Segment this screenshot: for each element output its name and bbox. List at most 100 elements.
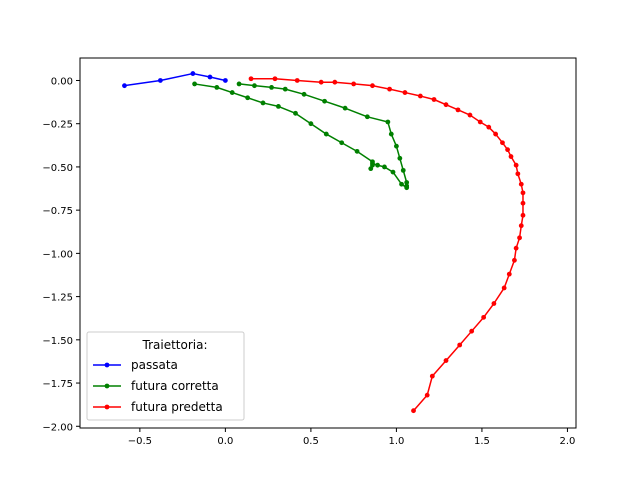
data-point-futura-corretta	[301, 91, 307, 97]
legend: Traiettoria: passata futura corretta futur…	[86, 331, 245, 421]
data-point-futura-corretta	[308, 121, 314, 127]
legend-label-futura-predetta: futura predetta	[131, 400, 223, 414]
data-point-futura-predetta	[481, 314, 487, 320]
data-point-futura-predetta	[467, 112, 473, 118]
data-point-futura-predetta	[431, 97, 437, 102]
data-point-passata	[222, 78, 228, 83]
data-point-futura-corretta	[260, 100, 266, 106]
data-point-futura-corretta	[404, 180, 410, 185]
data-point-futura-corretta	[368, 166, 374, 172]
data-point-futura-corretta	[192, 81, 197, 87]
data-point-futura-predetta	[411, 408, 416, 414]
legend-marker-futura-predetta	[104, 404, 110, 410]
legend-box	[86, 331, 245, 421]
x-tick-label: 1.5	[474, 436, 490, 447]
data-point-passata	[190, 71, 196, 76]
series-line-futura-predetta	[251, 78, 524, 412]
data-point-futura-predetta	[500, 140, 505, 146]
data-point-futura-predetta	[501, 285, 507, 291]
y-axis: 0.00 −0.25 −0.50 −0.75 −1.00 −1.25 −1.50 −1.75 −…	[42, 76, 80, 433]
series-layer	[122, 71, 526, 414]
x-tick-label: 0.0	[217, 436, 233, 447]
y-tick-label: −1.25	[42, 293, 73, 304]
y-tick-label: −2.00	[42, 422, 73, 433]
legend-marker-futura-corretta	[104, 383, 110, 389]
legend-label-futura-corretta: futura corretta	[131, 379, 219, 393]
plot-frame	[79, 57, 577, 429]
data-point-futura-corretta	[323, 131, 329, 137]
data-point-futura-predetta	[493, 131, 499, 137]
data-point-futura-corretta	[339, 140, 345, 146]
data-point-futura-predetta	[417, 93, 423, 99]
data-point-futura-predetta	[477, 119, 483, 125]
data-point-futura-predetta	[517, 235, 522, 241]
x-tick-label: 0.5	[303, 436, 319, 447]
data-point-futura-corretta	[394, 143, 399, 149]
legend-marker-passata	[104, 362, 110, 368]
data-point-futura-predetta	[469, 328, 475, 334]
data-point-futura-corretta	[269, 84, 274, 90]
legend-entries: passata futura corretta futura predetta	[93, 358, 223, 414]
data-point-futura-predetta	[429, 373, 435, 379]
data-point-futura-predetta	[518, 181, 524, 187]
data-point-futura-predetta	[513, 162, 519, 168]
data-point-futura-corretta	[293, 110, 298, 116]
data-point-futura-corretta	[364, 114, 370, 120]
data-point-futura-predetta	[455, 107, 461, 113]
data-point-futura-predetta	[512, 257, 517, 263]
x-tick-label: 1.0	[388, 436, 404, 447]
data-point-futura-corretta	[276, 104, 281, 109]
data-point-futura-predetta	[351, 81, 357, 87]
x-tick-label: −0.5	[128, 436, 152, 447]
data-point-futura-corretta	[322, 98, 327, 104]
data-point-futura-corretta	[385, 119, 391, 125]
data-point-futura-predetta	[513, 245, 519, 251]
data-point-futura-corretta	[214, 84, 220, 90]
data-point-futura-corretta	[390, 169, 396, 175]
data-point-futura-predetta	[491, 301, 497, 306]
data-point-futura-predetta	[318, 79, 324, 85]
data-point-futura-corretta	[399, 181, 404, 187]
data-point-futura-corretta	[229, 90, 235, 95]
data-point-futura-predetta	[505, 147, 510, 153]
data-point-futura-corretta	[400, 167, 406, 173]
data-point-futura-predetta	[248, 76, 254, 82]
data-point-futura-predetta	[518, 223, 524, 229]
data-point-futura-predetta	[424, 392, 430, 398]
data-point-futura-corretta	[388, 131, 394, 137]
data-point-futura-predetta	[508, 154, 514, 159]
data-point-futura-corretta	[370, 161, 375, 166]
data-point-futura-corretta	[375, 162, 380, 168]
y-tick-label: −0.25	[42, 120, 73, 131]
data-point-futura-predetta	[506, 271, 512, 277]
y-tick-label: −1.75	[42, 379, 73, 390]
data-point-passata	[207, 74, 213, 80]
data-point-futura-predetta	[402, 90, 408, 95]
data-point-futura-corretta	[404, 183, 410, 189]
legend-title: Traiettoria:	[142, 338, 208, 352]
data-point-futura-predetta	[387, 86, 392, 92]
data-point-futura-corretta	[397, 155, 403, 161]
legend-label-passata: passata	[131, 358, 178, 372]
data-point-futura-corretta	[252, 83, 257, 89]
data-point-futura-corretta	[342, 105, 348, 111]
x-axis: −0.5 0.0 0.5 1.0 1.5 2.0	[128, 428, 575, 447]
data-point-futura-predetta	[272, 76, 278, 82]
data-point-futura-predetta	[486, 124, 492, 130]
y-tick-label: 0.00	[51, 76, 73, 87]
data-point-futura-predetta	[294, 78, 300, 83]
y-tick-label: −0.75	[42, 206, 73, 217]
data-point-passata	[157, 78, 163, 83]
data-point-futura-predetta	[515, 171, 521, 177]
data-point-futura-predetta	[370, 83, 375, 89]
y-tick-label: −1.00	[42, 249, 73, 260]
data-point-futura-predetta	[443, 358, 449, 363]
data-point-futura-corretta	[354, 148, 360, 154]
data-point-futura-predetta	[520, 190, 526, 196]
data-point-futura-corretta	[236, 81, 242, 87]
data-point-futura-corretta	[382, 164, 387, 170]
data-point-futura-corretta	[282, 86, 288, 92]
y-tick-label: −0.50	[42, 163, 73, 174]
x-tick-label: 2.0	[559, 436, 575, 447]
